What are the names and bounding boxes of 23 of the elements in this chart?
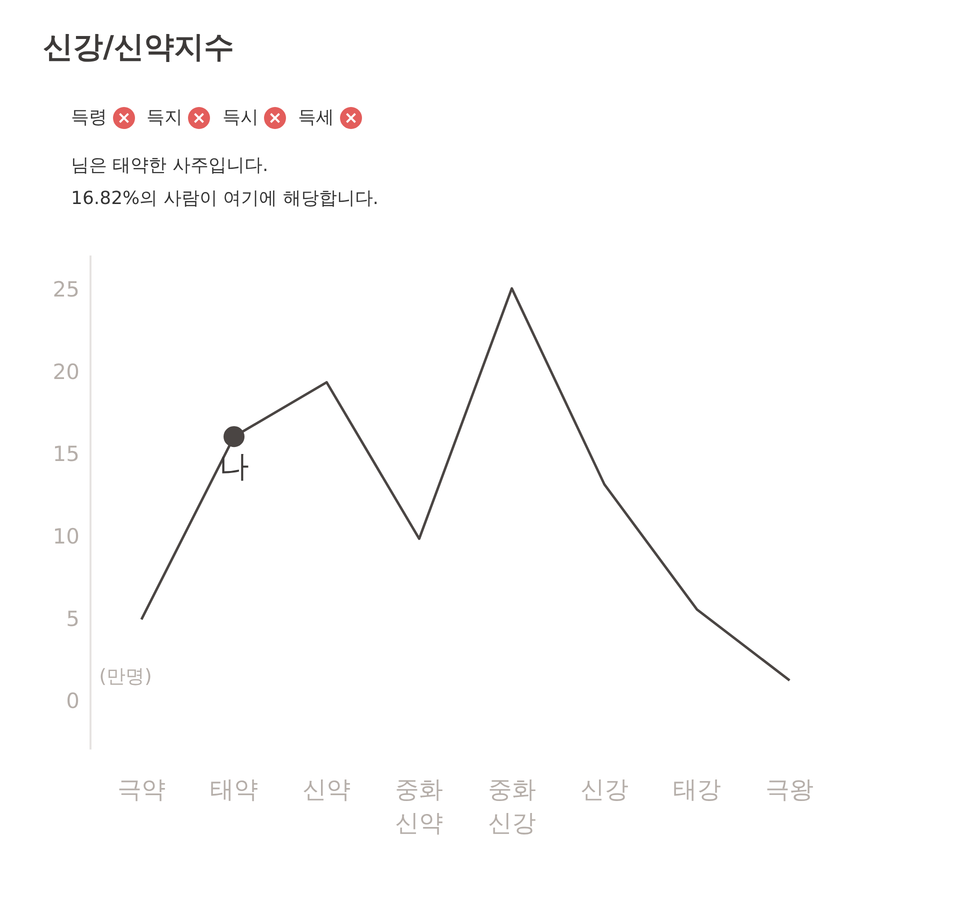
y-tick-label: 5: [66, 606, 80, 631]
y-tick-label: 10: [52, 524, 80, 548]
text: 님은 태약한 사주입니다.: [71, 154, 270, 178]
x-tick-label: 극왕: [766, 776, 814, 804]
x-tick-label: 신약: [302, 776, 351, 804]
annotation: 나: [219, 450, 250, 485]
y-tick-label: 20: [52, 360, 80, 384]
text: 득령: [71, 107, 108, 128]
x-tick-label: 신강: [580, 776, 628, 804]
x-tick-label: 중화 신강: [488, 776, 536, 838]
y-tick-label: 25: [52, 277, 80, 302]
y-tick-label: 15: [52, 442, 80, 466]
chart-title: 신강/신약지수: [43, 29, 234, 67]
x-tick-label: 중화 신약: [395, 776, 444, 838]
y-axis-title: (만명): [99, 666, 152, 688]
x-tick-label: 태강: [672, 776, 721, 804]
text: 16.82%의 사람이 여기에 해당합니다.: [71, 187, 379, 212]
y-tick-label: 0: [66, 689, 80, 714]
text: 득세: [298, 107, 336, 128]
text: 득지: [146, 107, 184, 128]
x-tick-label: 극약: [117, 776, 166, 804]
x-tick-label: 태약: [210, 776, 258, 804]
text: 득시: [222, 107, 260, 128]
